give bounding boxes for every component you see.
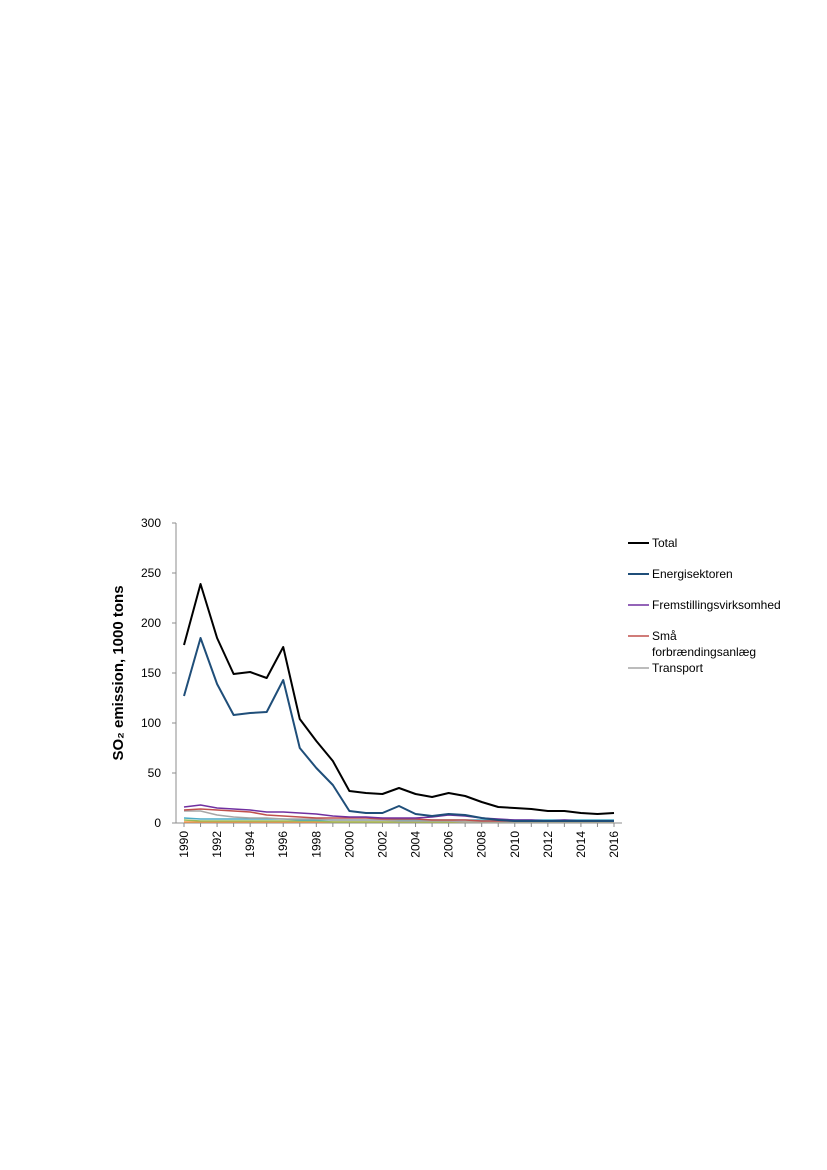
y-tick-labels: 0 50 100 150 200 250 300: [141, 516, 176, 830]
series-line: [183, 637, 614, 822]
legend-label: Transport: [652, 661, 704, 675]
y-tick-label: 200: [141, 616, 161, 630]
x-tick-label: 1996: [276, 831, 290, 858]
legend-label: Fremstillingsvirksomhed: [652, 598, 781, 612]
x-tick-label: 1990: [177, 831, 191, 858]
y-tick-label: 50: [148, 766, 162, 780]
y-tick-label: 250: [141, 566, 161, 580]
x-tick-label: 2010: [508, 831, 522, 858]
x-tick-label: 2002: [375, 831, 389, 858]
y-tick-label: 0: [154, 816, 161, 830]
legend-label: Total: [652, 536, 677, 550]
legend-label: Små: [652, 629, 677, 643]
x-tick-label: 1994: [243, 831, 257, 858]
x-tick-label: 2014: [574, 831, 588, 858]
y-tick-label: 150: [141, 666, 161, 680]
y-tick-label: 300: [141, 516, 161, 530]
legend-label: Energisektoren: [652, 567, 733, 581]
chart-legend: Total Energisektoren Fremstillingsvirksomh…: [628, 536, 781, 675]
series-line: [183, 583, 615, 815]
y-tick-label: 100: [141, 716, 161, 730]
x-tick-label: 2000: [342, 831, 356, 858]
x-tick-label: 2016: [607, 831, 621, 858]
legend-label-line2: forbrændingsanlæg: [652, 645, 756, 659]
chart-series: [183, 583, 615, 823]
x-tick-label: 1998: [309, 831, 323, 858]
x-tick-label: 2004: [409, 831, 423, 858]
x-tick-labels: 1990 1992 1994 1996 1998 2000 2002 2004 2006 2008…: [177, 823, 621, 858]
x-tick-label: 1992: [210, 831, 224, 858]
x-tick-label: 2012: [541, 831, 555, 858]
x-tick-label: 2006: [442, 831, 456, 858]
y-axis-label: SO₂ emission, 1000 tons: [110, 585, 127, 760]
x-tick-label: 2008: [475, 831, 489, 858]
